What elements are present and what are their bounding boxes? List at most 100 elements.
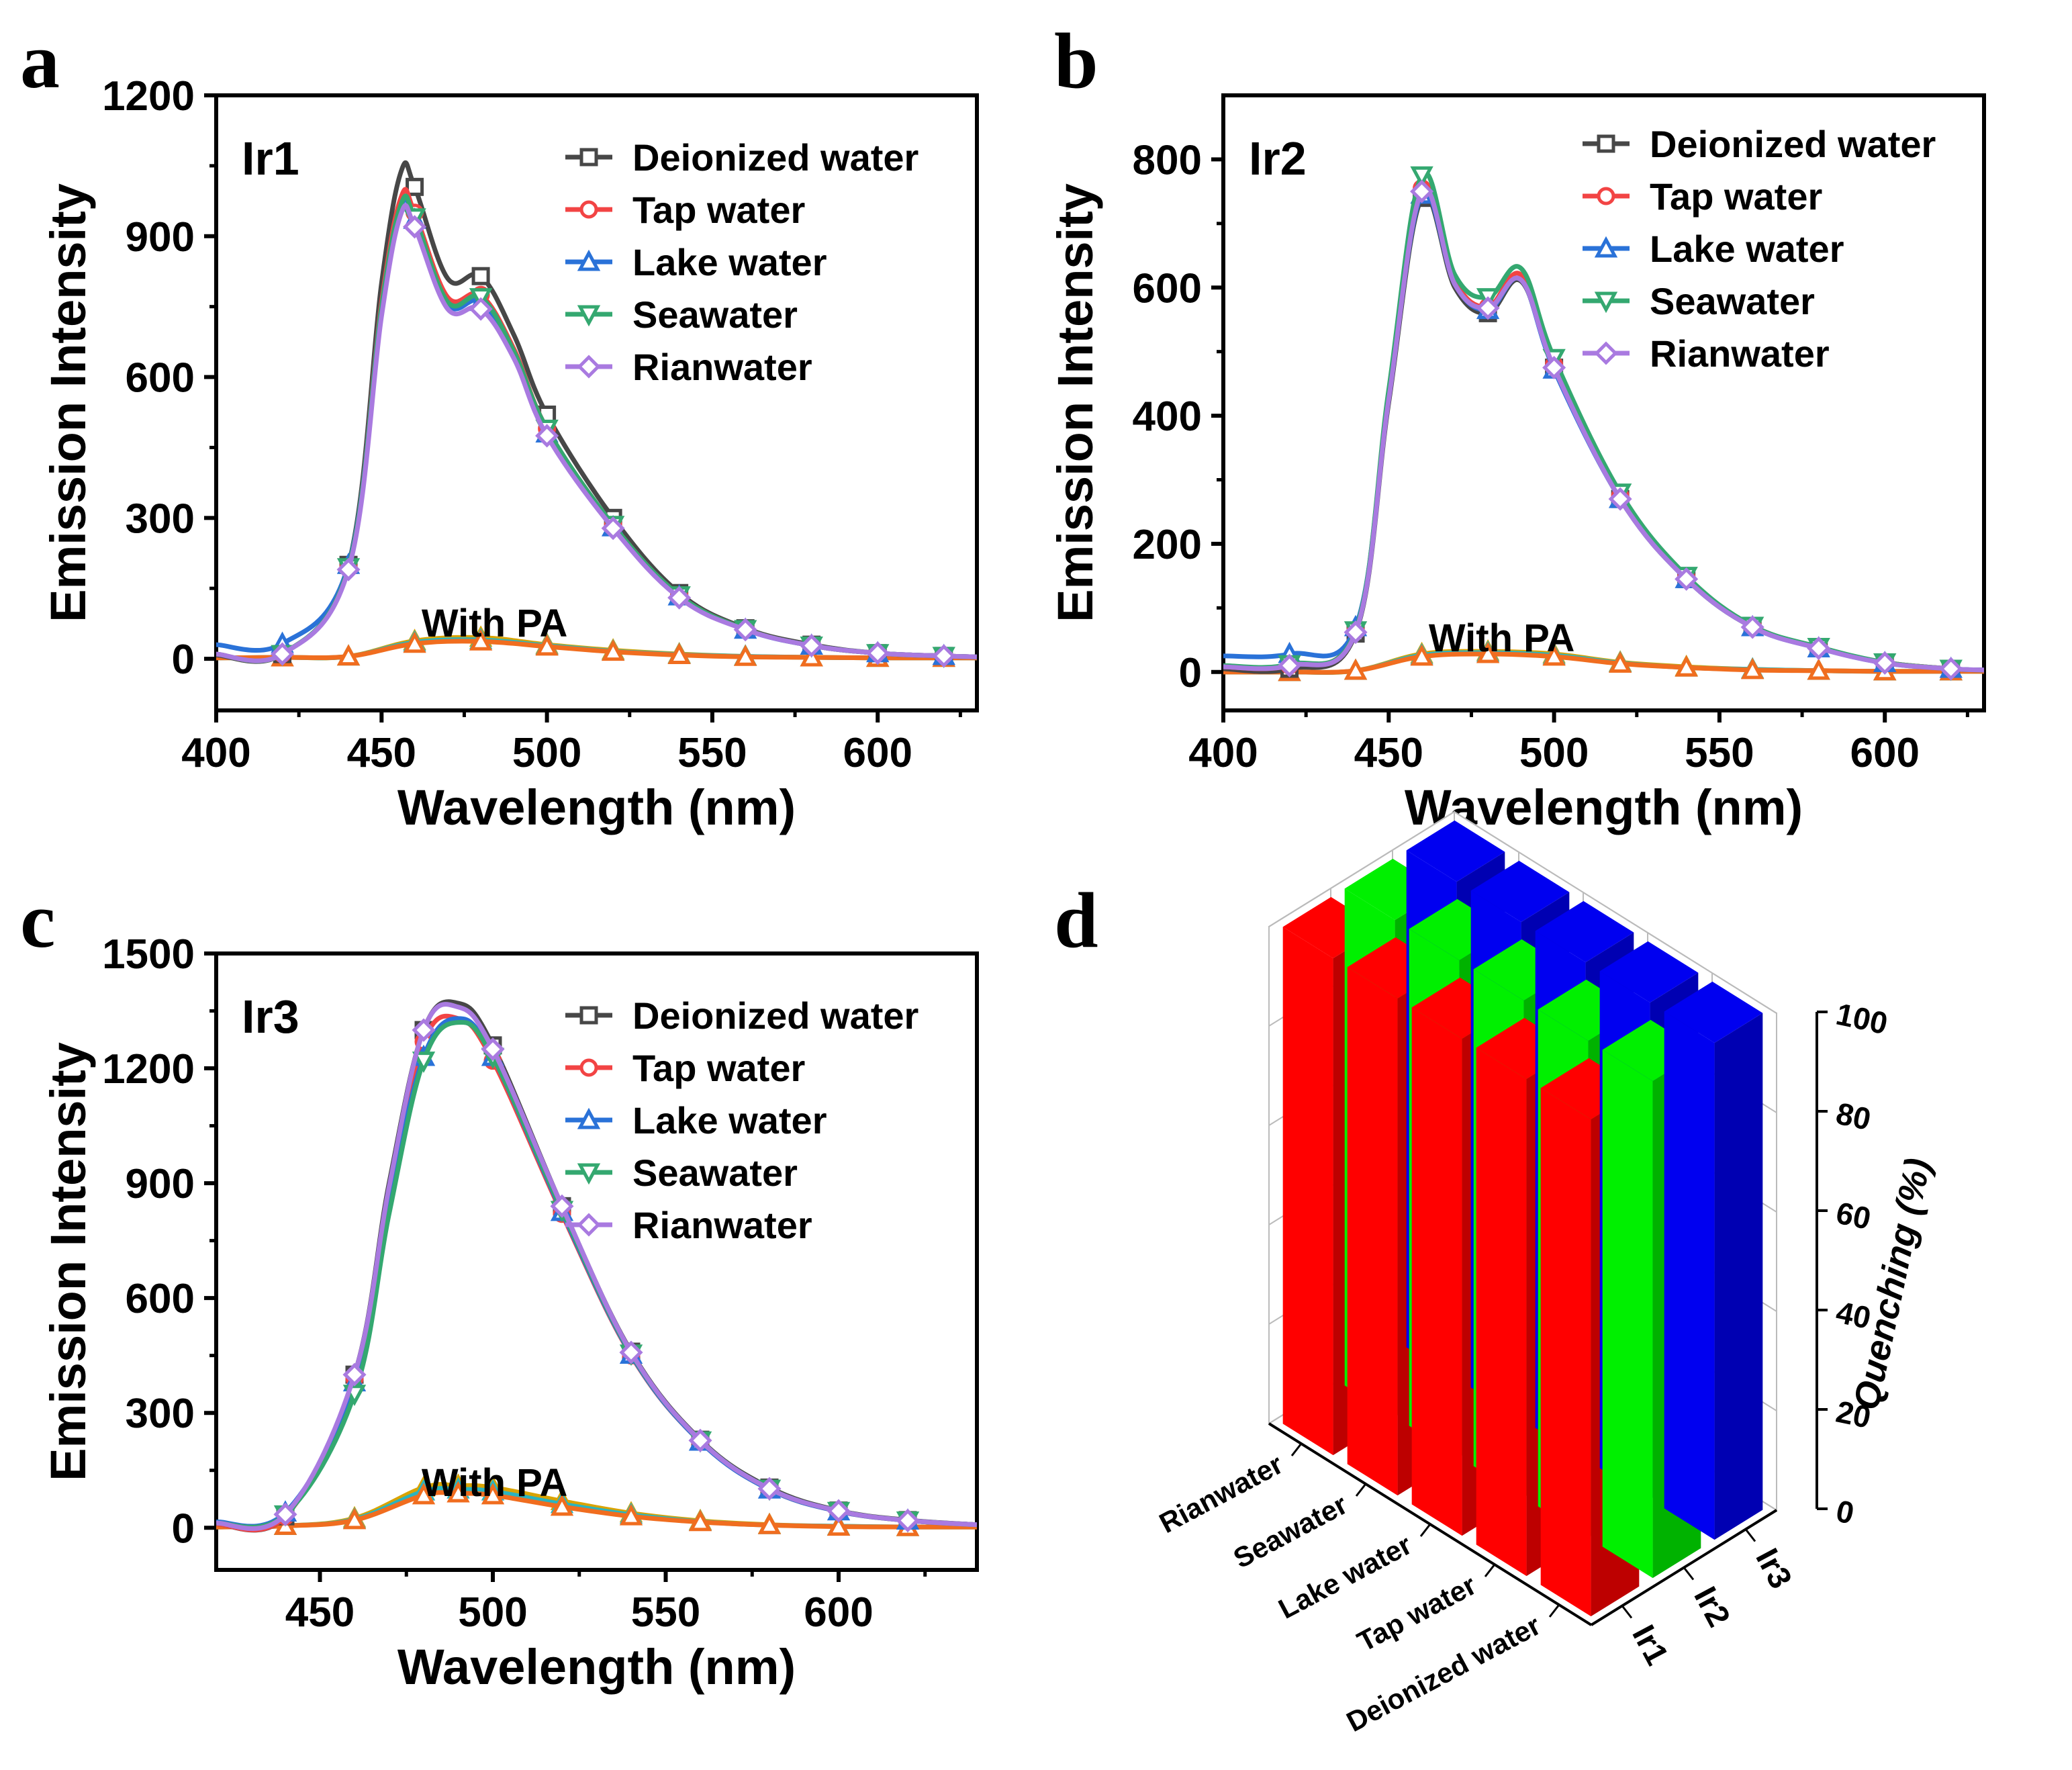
legend-label-deionized-water: Deionized water	[632, 136, 919, 179]
legend-marker-seawater	[1594, 291, 1618, 314]
x-tick-label: 600	[1850, 730, 1919, 776]
legend-marker-tap-water	[579, 1058, 598, 1077]
legend-label-tap-water: Tap water	[632, 1047, 805, 1089]
legend-marker-rianwater	[1594, 341, 1618, 365]
plot-frame	[1221, 93, 1986, 712]
x-tick-label: 550	[631, 1589, 700, 1636]
annotation-with-pa: With PA	[422, 1461, 567, 1505]
series-marker-rianwater	[1277, 653, 1302, 678]
legend-label-lake-water: Lake water	[1650, 228, 1844, 270]
series-marker-rianwater	[667, 586, 692, 610]
bar-face-front	[1664, 1011, 1715, 1540]
series-marker-rianwater	[403, 215, 427, 239]
series-marker-rianwater	[865, 641, 890, 665]
with-pa-marker	[403, 631, 426, 653]
with-pa-marker	[733, 645, 757, 666]
y-axis-label: Emission Intensity	[40, 183, 96, 622]
with-pa-marker	[827, 1514, 851, 1536]
with-pa-marker	[1476, 641, 1500, 663]
with-pa-line	[216, 1490, 977, 1530]
legend-label-deionized-water: Deionized water	[632, 994, 919, 1037]
legend-marker-rianwater	[577, 355, 601, 379]
series-marker-rianwater	[1476, 296, 1500, 320]
series-marker-rianwater	[896, 1508, 920, 1532]
with-pa-marker	[619, 1503, 643, 1526]
series-tick	[1744, 1528, 1756, 1542]
legend-label-lake-water: Lake water	[632, 241, 827, 283]
x-tick-label: 600	[843, 730, 912, 776]
y-tick-label: 900	[126, 214, 195, 261]
series-marker-rianwater	[932, 644, 956, 668]
series-line-rianwater	[1223, 186, 1984, 673]
series-marker-seawater	[412, 1052, 436, 1073]
category-label: Tap water	[1352, 1569, 1481, 1657]
category-tick	[1290, 1443, 1303, 1456]
with-pa-marker	[412, 1483, 436, 1505]
panel-letter-b: b	[1054, 17, 1098, 105]
series-tick	[1683, 1567, 1695, 1581]
series-line-rianwater	[216, 203, 977, 663]
legend-label-seawater: Seawater	[1650, 280, 1815, 322]
series-marker-rianwater	[1939, 657, 1963, 681]
series-marker-rianwater	[1608, 487, 1632, 511]
with-pa-marker	[1410, 644, 1433, 666]
x-tick-label: 550	[677, 730, 747, 776]
legend-marker-lake-water	[1594, 236, 1618, 258]
with-pa-marker	[535, 634, 559, 656]
grid-line	[1268, 811, 1455, 927]
legend-marker-lake-water	[577, 249, 601, 271]
series-marker-rianwater	[550, 1194, 574, 1218]
plot-frame	[214, 93, 979, 712]
series-marker-rianwater	[800, 633, 824, 658]
x-tick-label: 450	[1354, 730, 1423, 776]
series-line-lake-water	[1223, 189, 1984, 673]
y-tick-label: 900	[126, 1161, 195, 1207]
z-axis-label: Quenching (%)	[1846, 1155, 1938, 1413]
bar-face-front	[1411, 1007, 1462, 1536]
panel-letter-d: d	[1054, 876, 1098, 964]
inset-label: Ir3	[242, 990, 299, 1043]
z-tick-label: 80	[1833, 1096, 1874, 1137]
y-axis-label: Emission Intensity	[40, 1042, 96, 1481]
legend-label-tap-water: Tap water	[632, 189, 805, 231]
legend-marker-tap-water	[579, 200, 598, 219]
with-pa-line	[216, 1482, 977, 1530]
series-marker-rianwater	[1542, 355, 1566, 380]
with-pa-marker	[481, 1483, 505, 1505]
category-tick	[1419, 1524, 1431, 1537]
legend-marker-rianwater	[577, 1213, 601, 1237]
series-marker-rianwater	[342, 1362, 367, 1387]
legend-label-rianwater: Rianwater	[1650, 332, 1830, 375]
legend-label-rianwater: Rianwater	[632, 1204, 812, 1246]
with-pa-line	[216, 1486, 977, 1530]
with-pa-marker	[1542, 644, 1566, 666]
x-tick-label: 450	[347, 730, 416, 776]
annotation-with-pa: With PA	[1429, 616, 1574, 660]
x-axis-label: Wavelength (nm)	[397, 1639, 796, 1695]
x-tick-label: 400	[1188, 730, 1258, 776]
y-tick-label: 600	[126, 1276, 195, 1322]
series-marker-rianwater	[757, 1477, 782, 1501]
plot-area	[1223, 166, 1984, 682]
series-marker-rianwater	[619, 1340, 643, 1364]
legend-marker-seawater	[577, 1163, 601, 1185]
y-tick-label: 0	[1179, 650, 1202, 696]
y-tick-label: 0	[172, 1505, 195, 1552]
with-pa-marker	[446, 1481, 470, 1503]
series-marker-rianwater	[733, 618, 757, 642]
series-marker-rianwater	[1410, 179, 1434, 203]
y-tick-label: 1200	[102, 1046, 195, 1092]
y-tick-label: 800	[1133, 137, 1202, 183]
series-marker-rianwater	[1344, 620, 1368, 645]
y-tick-label: 1500	[102, 931, 195, 978]
category-label: Seawater	[1228, 1488, 1352, 1574]
x-tick-label: 600	[804, 1589, 873, 1636]
series-label-ir3: Ir3	[1748, 1543, 1798, 1595]
x-axis-label: Wavelength (nm)	[397, 780, 796, 835]
x-tick-label: 500	[1519, 730, 1589, 776]
y-tick-label: 600	[1133, 265, 1202, 312]
bar-face-top	[1535, 900, 1634, 963]
y-tick-label: 300	[126, 1391, 195, 1437]
